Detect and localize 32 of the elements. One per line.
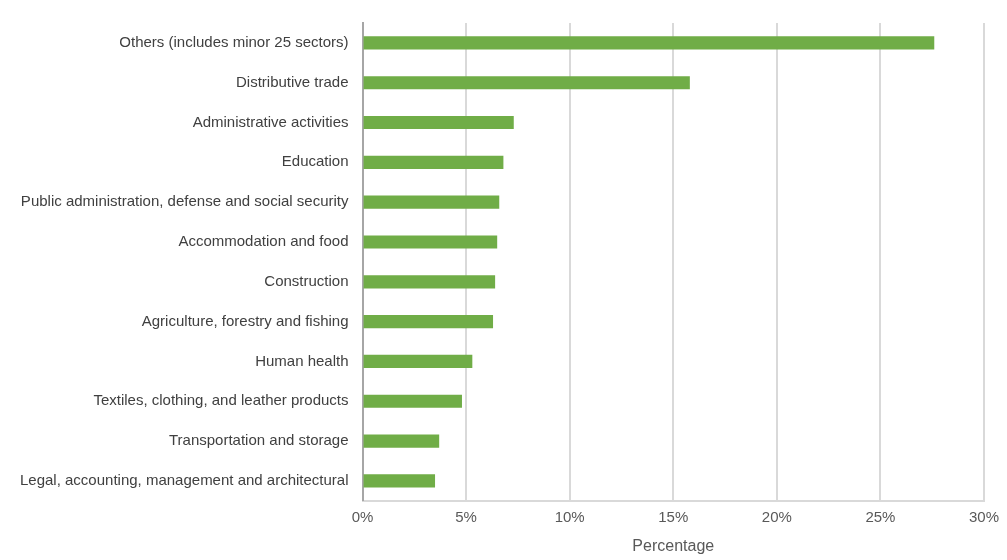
bar	[363, 394, 462, 408]
y-tick-label: Others (includes minor 25 sectors)	[119, 33, 349, 51]
y-tick-label: Construction	[264, 271, 349, 289]
x-tick-label: 10%	[554, 507, 585, 525]
bar	[363, 275, 496, 289]
x-tick-label: 20%	[761, 507, 792, 525]
bar	[363, 474, 436, 488]
y-tick-label: Administrative activities	[192, 112, 349, 130]
bar	[363, 76, 690, 90]
y-tick-label: Education	[281, 152, 349, 170]
x-axis-title: Percentage	[632, 536, 715, 554]
bar	[363, 235, 498, 249]
bar	[363, 354, 473, 369]
y-tick-label: Legal, accounting, management and architectural	[20, 471, 349, 489]
y-tick-label: Distributive trade	[236, 72, 349, 90]
y-tick-label: Agriculture, forestry and fishing	[141, 311, 349, 329]
x-tick-label: 0%	[351, 507, 374, 525]
x-tick-label: 5%	[455, 507, 477, 525]
x-tick-label: 25%	[865, 507, 896, 525]
y-tick-label: Human health	[255, 351, 349, 369]
bar	[363, 315, 494, 329]
y-tick-label: Public administration, defense and social security	[20, 192, 350, 210]
bar	[363, 115, 514, 130]
x-tick-label: 30%	[968, 507, 999, 525]
bar	[363, 195, 500, 209]
y-tick-label: Textiles, clothing, and leather products	[93, 391, 349, 409]
bar	[363, 36, 935, 50]
y-tick-label: Transportation and storage	[168, 431, 349, 449]
bar	[363, 155, 504, 169]
bar	[363, 434, 440, 448]
y-tick-label: Accommodation and food	[178, 232, 349, 250]
x-tick-label: 15%	[658, 507, 689, 525]
